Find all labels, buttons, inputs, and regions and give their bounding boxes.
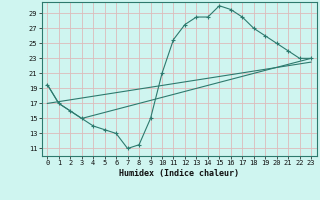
- X-axis label: Humidex (Indice chaleur): Humidex (Indice chaleur): [119, 169, 239, 178]
